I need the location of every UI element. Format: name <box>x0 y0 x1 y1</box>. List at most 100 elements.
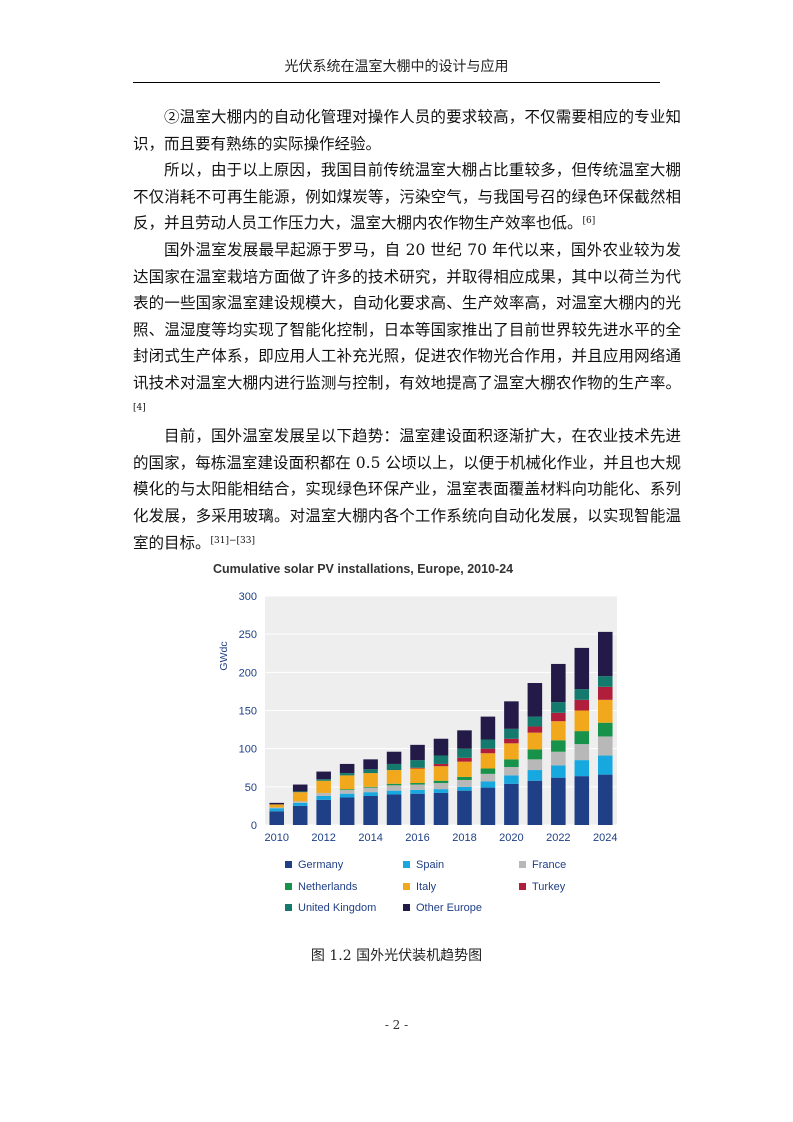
running-header: 光伏系统在温室大棚中的设计与应用 <box>284 59 509 75</box>
bar-segment <box>551 765 566 778</box>
bar-segment <box>316 779 331 781</box>
bar-segment <box>597 755 613 775</box>
bar-segment <box>316 780 331 793</box>
legend-label: Spain <box>416 859 444 871</box>
paragraph-2: 所以，由于以上原因，我国目前传统温室大棚占比重较多，但传统温室大棚不仅消耗不可再… <box>133 157 681 237</box>
pv-installations-chart: Cumulative solar PV installations, Europ… <box>205 555 625 930</box>
bar-segment <box>363 786 378 788</box>
paragraph-3-text: 国外温室发展最早起源于罗马，自 20 世纪 70 年代以来，国外农业较为发达国家… <box>133 240 681 392</box>
bar-segment <box>527 732 543 750</box>
bar-segment <box>457 790 472 825</box>
bar-segment <box>433 766 449 781</box>
bar-segment <box>597 686 613 700</box>
bar-segment <box>339 775 355 790</box>
bar-segment <box>457 779 472 787</box>
y-tick-label: 50 <box>245 782 257 794</box>
bar-segment <box>574 776 590 825</box>
chart-svg: Cumulative solar PV installations, Europ… <box>213 562 618 914</box>
bar-segment <box>551 712 566 722</box>
bars <box>269 631 613 825</box>
body-text: ②温室大棚内的自动化管理对操作人员的要求较高，不仅需要相应的专业知识，而且要有熟… <box>133 104 681 556</box>
x-tick-label: 2010 <box>264 832 288 844</box>
legend-swatch <box>403 904 410 911</box>
x-tick-label: 2018 <box>452 832 476 844</box>
legend-label: Germany <box>298 859 344 871</box>
bar-segment <box>433 792 449 825</box>
bar-segment <box>363 773 378 787</box>
bar-segment <box>457 786 472 791</box>
bar-segment <box>410 784 425 790</box>
legend-swatch <box>403 861 410 868</box>
figure-caption: 图 1.2 国外光伏装机趋势图 <box>310 948 483 964</box>
bar-segment <box>480 739 496 749</box>
legend: Germany Spain France Netherlands Italy Turkey… <box>285 859 566 914</box>
paragraph-4-text: 目前，国外温室发展呈以下趋势：温室建设面积逐渐扩大，在农业技术先进的国家，每栋温… <box>133 427 681 552</box>
bar-segment <box>386 785 402 791</box>
legend-label: France <box>532 859 566 871</box>
bar-segment <box>316 799 331 825</box>
y-axis-label: GWdc <box>218 641 230 670</box>
bar-segment <box>597 676 613 687</box>
bar-segment <box>269 807 285 809</box>
bar-segment <box>480 773 496 782</box>
legend-swatch <box>403 883 410 890</box>
bar-segment <box>574 731 590 745</box>
bar-segment <box>363 795 378 825</box>
bar-segment <box>339 763 355 774</box>
paragraph-1-text: ②温室大棚内的自动化管理对操作人员的要求较高，不仅需要相应的专业知识，而且要有熟… <box>133 108 681 153</box>
legend-swatch <box>519 861 526 868</box>
bar-segment <box>269 804 285 808</box>
bar-segment <box>527 683 543 717</box>
bar-segment <box>457 757 472 762</box>
paragraph-2-citation: [6] <box>582 216 596 227</box>
x-tick-labels: 2010 2012 2014 2016 2018 2020 2022 2024 <box>264 832 617 844</box>
y-tick-label: 300 <box>239 591 257 603</box>
bar-segment <box>527 770 543 781</box>
bar-segment <box>527 780 543 825</box>
bar-segment <box>386 751 402 764</box>
x-tick-label: 2012 <box>311 832 335 844</box>
bar-segment <box>292 792 308 802</box>
paragraph-3-citation: [4] <box>133 402 146 413</box>
y-tick-label: 0 <box>251 820 257 832</box>
bar-segment <box>504 743 519 760</box>
bar-segment <box>597 722 613 737</box>
bar-segment <box>574 744 590 761</box>
bar-segment <box>504 759 519 767</box>
bar-segment <box>457 776 472 780</box>
bar-segment <box>433 763 449 767</box>
legend-swatch <box>285 883 292 890</box>
bar-segment <box>574 689 590 700</box>
paragraph-1: ②温室大棚内的自动化管理对操作人员的要求较高，不仅需要相应的专业知识，而且要有熟… <box>133 104 681 157</box>
bar-segment <box>410 789 425 794</box>
legend-label: Netherlands <box>298 881 358 893</box>
bar-segment <box>292 805 308 825</box>
bar-segment <box>316 792 331 796</box>
bar-segment <box>597 774 613 825</box>
y-tick-label: 250 <box>239 629 257 641</box>
bar-segment <box>339 797 355 825</box>
bar-segment <box>386 794 402 825</box>
bar-segment <box>316 771 331 780</box>
y-tick-label: 150 <box>239 706 257 718</box>
bar-segment <box>480 768 496 774</box>
bar-segment <box>457 748 472 758</box>
bar-segment <box>574 710 590 732</box>
bar-segment <box>551 663 566 703</box>
bar-segment <box>386 763 402 771</box>
bar-segment <box>386 770 402 784</box>
paragraph-4: 目前，国外温室发展呈以下趋势：温室建设面积逐渐扩大，在农业技术先进的国家，每栋温… <box>133 423 681 556</box>
header-rule <box>133 82 660 83</box>
bar-segment <box>363 787 378 793</box>
bar-segment <box>292 791 308 793</box>
bar-segment <box>527 759 543 771</box>
bar-segment <box>410 767 425 769</box>
bar-segment <box>551 740 566 752</box>
bar-segment <box>339 773 355 776</box>
bar-segment <box>410 793 425 825</box>
bar-segment <box>363 792 378 796</box>
y-tick-labels: 0 50 100 150 200 250 300 <box>239 591 257 832</box>
bar-segment <box>269 808 285 812</box>
bar-segment <box>457 730 472 749</box>
legend-label: United Kingdom <box>298 902 376 914</box>
